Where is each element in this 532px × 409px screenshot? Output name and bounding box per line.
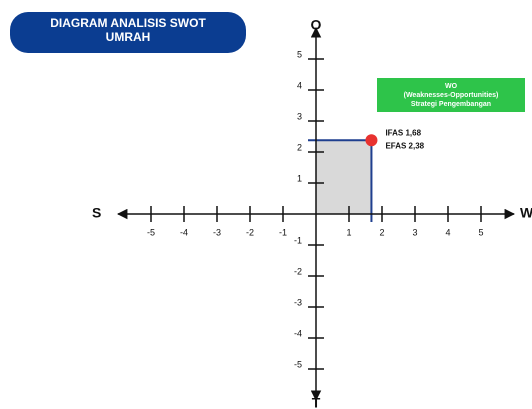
y-tick-label: -3 [294,297,302,307]
y-tick-label: 1 [297,173,302,183]
title-box [10,12,246,53]
point-label: IFAS 1,68 [385,128,421,137]
annotation-box [377,78,525,112]
y-tick-label: 4 [297,80,302,90]
y-tick-label: 5 [297,49,302,59]
chart-title: UMRAH [106,30,151,44]
axis-label: T [312,395,321,409]
x-tick-label: -4 [180,227,188,237]
y-tick-label: -2 [294,266,302,276]
shaded-area [316,140,372,214]
data-point [365,134,378,147]
x-tick-label: 5 [478,227,483,237]
x-tick-label: 2 [379,227,384,237]
x-tick-label: 1 [346,227,351,237]
chart-title: DIAGRAM ANALISIS SWOT [50,16,206,30]
y-tick-label: -1 [294,235,302,245]
x-tick-label: -1 [279,227,287,237]
x-tick-label: 3 [412,227,417,237]
x-tick-label: 4 [445,227,450,237]
x-tick-label: -2 [246,227,254,237]
y-tick-label: -5 [294,359,302,369]
annotation-text: Strategi Pengembangan [411,101,491,108]
annotation-text: WO [445,83,458,90]
y-tick-label: 2 [297,142,302,152]
x-tick-label: -3 [213,227,221,237]
point-label: EFAS 2,38 [385,141,424,150]
annotation-text: (Weaknesses-Opportunities) [404,92,499,99]
y-tick-label: 3 [297,111,302,121]
axis-label: O [311,17,322,33]
axis-label: S [92,205,101,221]
y-tick-label: -4 [294,328,302,338]
axis-label: W [520,205,532,221]
x-tick-label: -5 [147,227,155,237]
